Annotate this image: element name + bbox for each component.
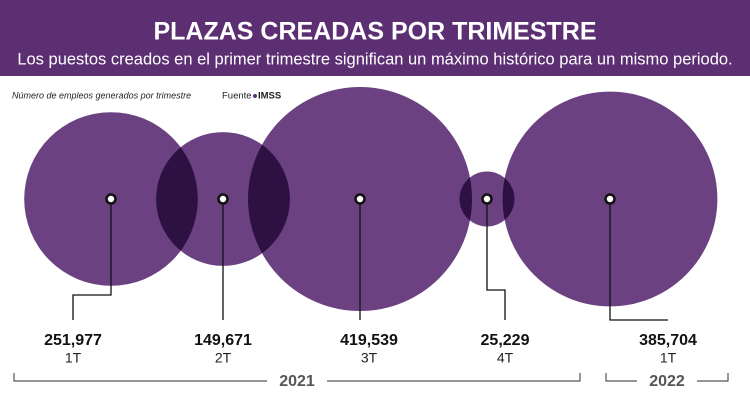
labels: 251,9771T149,6712T419,5393T25,2294T385,7…	[13, 193, 729, 390]
center-dot	[604, 193, 616, 205]
year-bracket	[605, 373, 729, 382]
header-band	[0, 0, 750, 76]
chart-title: PLAZAS CREADAS POR TRIMESTRE	[153, 18, 596, 46]
note: Número de empleos generados por trimestr…	[12, 90, 191, 100]
source-label: Fuente	[222, 91, 252, 102]
value-label: 385,704	[639, 332, 697, 349]
value-label: 251,977	[44, 332, 102, 349]
chart-subtitle: Los puestos creados en el primer trimest…	[17, 50, 732, 68]
year-label: 2022	[649, 373, 685, 390]
leader-line	[72, 199, 112, 320]
leader-line	[609, 199, 668, 321]
category-label: 1T	[660, 350, 677, 366]
leader-line	[486, 199, 506, 320]
center-dot	[354, 193, 366, 205]
year-label: 2021	[279, 373, 315, 390]
year-bracket	[13, 373, 581, 382]
category-label: 1T	[65, 350, 82, 366]
value-label: 25,229	[481, 332, 530, 349]
category-label: 3T	[361, 350, 378, 366]
center-dot	[481, 193, 493, 205]
source: IMSS	[258, 91, 281, 102]
center-dot	[105, 193, 117, 205]
center-dot	[217, 193, 229, 205]
value-label: 149,671	[194, 332, 252, 349]
value-label: 419,539	[340, 332, 398, 349]
source-dot	[253, 94, 257, 98]
category-label: 2T	[215, 350, 232, 366]
category-label: 4T	[497, 350, 514, 366]
